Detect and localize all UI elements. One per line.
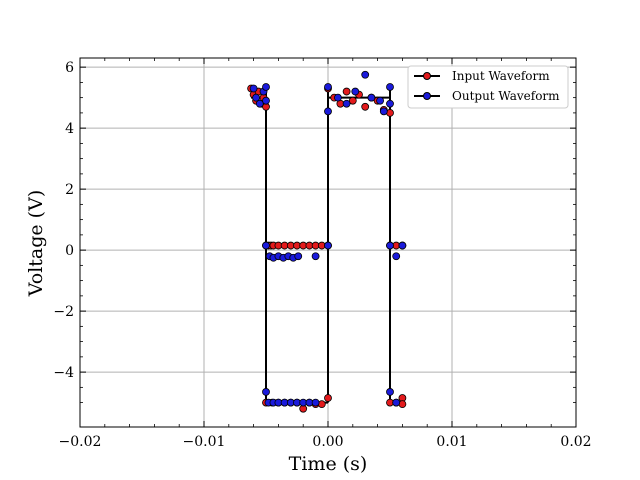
x-tick-label: 0.00 [312, 434, 343, 450]
output-waveform-point [386, 83, 394, 91]
output-waveform-point [311, 252, 320, 261]
y-tick-label: 2 [65, 182, 74, 198]
output-waveform-point [311, 398, 320, 407]
output-waveform-point [262, 83, 270, 91]
output-waveform-point [398, 241, 407, 250]
y-axis-label: Voltage (V) [25, 190, 47, 297]
x-tick-label: 0.01 [436, 434, 467, 450]
output-waveform-point [342, 99, 351, 108]
output-waveform-point [386, 99, 394, 108]
x-tick-label: 0.02 [560, 434, 591, 450]
output-waveform-point [379, 107, 388, 116]
input-waveform-point [324, 394, 332, 402]
x-tick-label: −0.02 [59, 434, 102, 450]
output-waveform-point [392, 398, 401, 407]
x-tick-label: −0.01 [183, 434, 226, 450]
output-waveform-point [324, 241, 332, 250]
output-waveform-series [249, 70, 407, 407]
input-waveform-point [342, 87, 351, 96]
legend: Input Waveform Output Waveform [407, 65, 569, 109]
output-waveform-point [262, 241, 270, 250]
ticks: −0.02 −0.01 0.00 0.01 0.02 −4 −2 0 2 4 6 [53, 58, 592, 450]
legend-output-label: Output Waveform [452, 89, 560, 103]
series-layer [247, 70, 407, 413]
output-waveform-point [294, 252, 303, 261]
output-waveform-point [255, 99, 264, 108]
output-waveform-point [392, 252, 401, 261]
output-waveform-point [324, 83, 332, 91]
output-waveform-point [252, 93, 260, 102]
y-tick-label: −2 [53, 304, 74, 320]
output-waveform-point [351, 87, 360, 96]
y-tick-label: 6 [65, 60, 74, 76]
y-tick-label: −4 [53, 365, 74, 381]
legend-input-marker [423, 72, 431, 80]
output-waveform-point [386, 241, 394, 250]
output-waveform-point [367, 93, 376, 102]
output-waveform-point [386, 388, 394, 396]
y-tick-label: 4 [65, 121, 74, 137]
legend-input-label: Input Waveform [452, 69, 550, 83]
output-waveform-point [249, 84, 258, 93]
output-waveform-point [361, 70, 370, 79]
y-tick-label: 0 [65, 243, 74, 259]
output-waveform-point [262, 388, 270, 396]
input-waveform-point [361, 102, 370, 111]
output-waveform-point [262, 96, 270, 105]
x-axis-label: Time (s) [289, 453, 368, 475]
output-waveform-point [376, 96, 384, 105]
legend-output-marker [423, 92, 431, 100]
output-waveform-point [324, 107, 332, 116]
output-waveform-point [334, 93, 342, 102]
input-waveform-point [348, 96, 357, 105]
legend-box [407, 65, 569, 109]
